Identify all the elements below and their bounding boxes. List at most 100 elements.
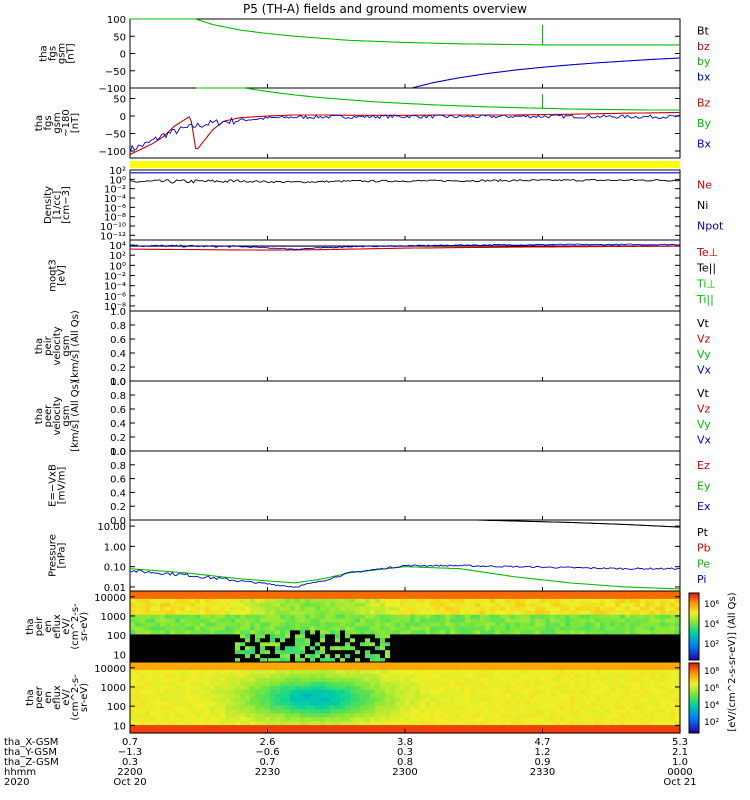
heatmap-cell bbox=[625, 614, 631, 620]
heatmap-cell bbox=[620, 650, 626, 655]
heatmap-cell bbox=[205, 713, 211, 718]
heatmap-cell bbox=[645, 650, 651, 655]
heatmap-cell bbox=[170, 598, 176, 604]
heatmap-cell bbox=[645, 709, 651, 714]
heatmap-cell bbox=[350, 614, 356, 620]
heatmap-cell bbox=[375, 598, 381, 604]
heatmap-cell bbox=[210, 598, 216, 604]
heatmap-cell bbox=[460, 709, 466, 714]
heatmap-cell bbox=[535, 606, 541, 612]
heatmap-cell bbox=[145, 677, 151, 683]
heatmap-cell bbox=[515, 610, 521, 616]
heatmap-cell bbox=[630, 673, 636, 679]
heatmap-cell bbox=[530, 638, 536, 643]
heatmap-cell bbox=[520, 606, 526, 612]
heatmap-cell bbox=[635, 602, 641, 608]
heatmap-cell bbox=[655, 650, 661, 655]
heatmap-cell bbox=[445, 618, 451, 624]
heatmap-cell bbox=[130, 602, 136, 608]
heatmap-cell bbox=[145, 594, 151, 600]
heatmap-cell bbox=[615, 658, 621, 663]
heatmap-cell bbox=[430, 614, 436, 620]
heatmap-cell bbox=[225, 598, 231, 604]
heatmap-cell bbox=[175, 677, 181, 683]
heatmap-cell bbox=[670, 598, 676, 604]
heatmap-cell bbox=[265, 717, 271, 722]
heatmap-cell bbox=[220, 665, 226, 671]
heatmap-cell bbox=[675, 642, 681, 647]
heatmap-cell bbox=[160, 634, 166, 639]
heatmap-cell bbox=[165, 697, 171, 702]
heatmap-cell bbox=[645, 681, 651, 687]
heatmap-cell bbox=[545, 665, 551, 671]
heatmap-cell bbox=[335, 689, 341, 695]
heatmap-cell bbox=[130, 693, 136, 699]
heatmap-cell bbox=[555, 725, 561, 730]
heatmap-cell bbox=[470, 642, 476, 647]
x-tick-label: −1.3 bbox=[118, 747, 142, 758]
heatmap-cell bbox=[525, 709, 531, 714]
heatmap-cell bbox=[555, 606, 561, 612]
heatmap-cell bbox=[390, 622, 396, 628]
heatmap-cell bbox=[195, 642, 201, 647]
heatmap-cell bbox=[580, 665, 586, 671]
heatmap-cell bbox=[465, 677, 471, 683]
heatmap-cell bbox=[595, 717, 601, 722]
heatmap-cell bbox=[220, 654, 226, 659]
heatmap-cell bbox=[545, 606, 551, 612]
heatmap-cell bbox=[340, 713, 346, 718]
heatmap-cell bbox=[185, 685, 191, 691]
heatmap-cell bbox=[195, 685, 201, 691]
heatmap-cell bbox=[205, 614, 211, 620]
heatmap-cell bbox=[415, 681, 421, 687]
y-axis-label: moqt3 bbox=[48, 259, 59, 292]
heatmap-cell bbox=[475, 606, 481, 612]
heatmap-cell bbox=[280, 673, 286, 679]
heatmap-cell bbox=[195, 618, 201, 624]
heatmap-cell bbox=[285, 638, 291, 643]
heatmap-cell bbox=[520, 598, 526, 604]
heatmap-cell bbox=[465, 721, 471, 726]
heatmap-cell bbox=[445, 602, 451, 608]
heatmap-cell bbox=[435, 654, 441, 659]
heatmap-cell bbox=[560, 709, 566, 714]
heatmap-cell bbox=[525, 634, 531, 639]
heatmap-cell bbox=[245, 669, 251, 675]
heatmap-cell bbox=[155, 634, 161, 639]
heatmap-cell bbox=[575, 606, 581, 612]
heatmap-cell bbox=[430, 638, 436, 643]
heatmap-cell bbox=[385, 642, 391, 647]
heatmap-cell bbox=[405, 622, 411, 628]
heatmap-cell bbox=[480, 606, 486, 612]
heatmap-cell bbox=[305, 622, 311, 628]
heatmap-cell bbox=[235, 630, 241, 635]
heatmap-cell bbox=[565, 622, 571, 628]
heatmap-cell bbox=[585, 713, 591, 718]
heatmap-cell bbox=[655, 729, 661, 734]
heatmap-cell bbox=[675, 662, 681, 667]
heatmap-cell bbox=[360, 729, 366, 734]
heatmap-cell bbox=[455, 721, 461, 726]
heatmap-cell bbox=[505, 709, 511, 714]
y-axis-label: fgs bbox=[43, 115, 54, 130]
heatmap-cell bbox=[190, 729, 196, 734]
heatmap-cell bbox=[275, 634, 281, 639]
heatmap-cell bbox=[275, 642, 281, 647]
heatmap-cell bbox=[285, 630, 291, 635]
heatmap-cell bbox=[605, 701, 611, 706]
heatmap-cell bbox=[555, 594, 561, 600]
heatmap-cell bbox=[535, 618, 541, 624]
heatmap-cell bbox=[305, 669, 311, 675]
heatmap-cell bbox=[220, 721, 226, 726]
heatmap-cell bbox=[430, 681, 436, 687]
heatmap-cell bbox=[625, 622, 631, 628]
heatmap-cell bbox=[130, 721, 136, 726]
heatmap-cell bbox=[410, 673, 416, 679]
heatmap-cell bbox=[235, 622, 241, 628]
heatmap-cell bbox=[640, 693, 646, 699]
x-tick-label: 0.7 bbox=[260, 757, 276, 768]
heatmap-cell bbox=[670, 614, 676, 620]
heatmap-cell bbox=[635, 709, 641, 714]
heatmap-cell bbox=[675, 721, 681, 726]
heatmap-cell bbox=[490, 677, 496, 683]
